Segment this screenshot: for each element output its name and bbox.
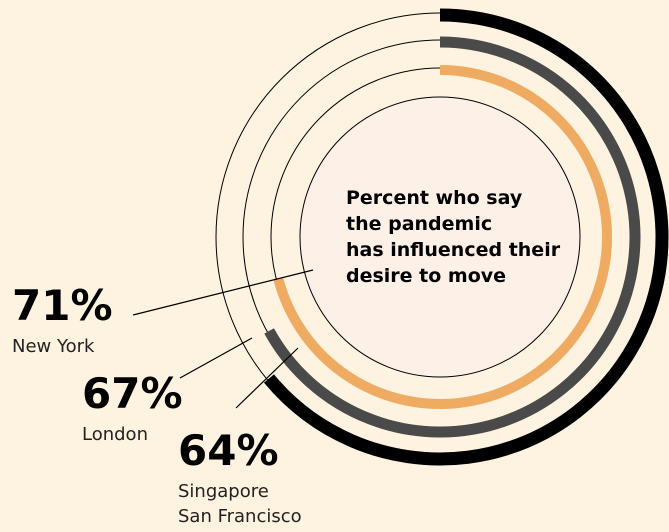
- value-label: 67%: [82, 369, 183, 418]
- series-name: London: [82, 424, 148, 445]
- leader-line: [179, 337, 253, 379]
- chart-title: Percent who say: [346, 187, 523, 209]
- value-label: 71%: [12, 281, 113, 330]
- ring-bar: [263, 8, 669, 466]
- ring-bar: [264, 36, 641, 438]
- chart-title: has influenced their: [346, 239, 561, 261]
- series-name: San Francisco: [178, 506, 302, 527]
- labels: [132, 269, 314, 409]
- value-label: 64%: [178, 426, 279, 475]
- series-name: New York: [12, 336, 95, 357]
- chart-title: the pandemic: [346, 213, 492, 235]
- rings: [215, 8, 669, 466]
- inner-circle: [299, 96, 581, 378]
- chart-title: desire to move: [346, 265, 506, 287]
- series-name: Singapore: [178, 481, 269, 502]
- leader-line: [132, 269, 314, 316]
- ring-bar: [273, 65, 612, 409]
- leader-line: [235, 347, 299, 409]
